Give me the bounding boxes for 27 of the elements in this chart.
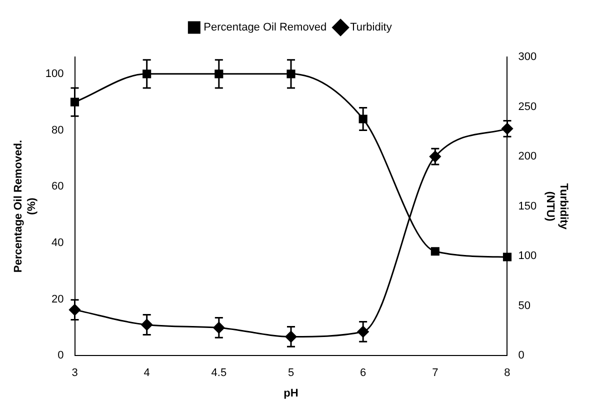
y2-tick-label: 300 (518, 51, 537, 64)
y2-tick-label: 200 (518, 150, 537, 163)
y-tick-label: 100 (45, 68, 64, 80)
point (502, 252, 512, 262)
y-tick-label: 60 (52, 180, 64, 193)
y2-tick-label: 150 (518, 200, 537, 212)
x-tick-label: 8 (504, 367, 510, 380)
y-axis-title: Percentage Oil Removed. (%) (12, 140, 38, 273)
y2-tick-label: 100 (518, 250, 537, 262)
y-tick-label: 20 (52, 293, 64, 306)
x-tick-label: 3 (72, 367, 78, 380)
x-tick-label: 7 (432, 367, 438, 380)
y2-tick-label: 0 (518, 350, 524, 362)
x-axis-title: pH (284, 387, 298, 400)
y2-axis-title: Turbidity (NTU) (544, 183, 570, 230)
y-tick-label: 80 (52, 124, 64, 136)
y-tick-label: 0 (58, 350, 64, 362)
x-tick-label: 4.5 (211, 367, 227, 380)
x-tick-label: 5 (288, 367, 294, 380)
legend-label: Percentage Oil Removed (204, 22, 327, 34)
legend-label: Turbidity (350, 22, 392, 34)
y-tick-label: 40 (52, 236, 64, 249)
point (430, 247, 440, 256)
y2-tick-label: 250 (518, 100, 537, 113)
x-tick-label: 6 (360, 367, 366, 380)
x-tick-label: 4 (144, 367, 150, 380)
y2-tick-label: 50 (518, 300, 530, 312)
